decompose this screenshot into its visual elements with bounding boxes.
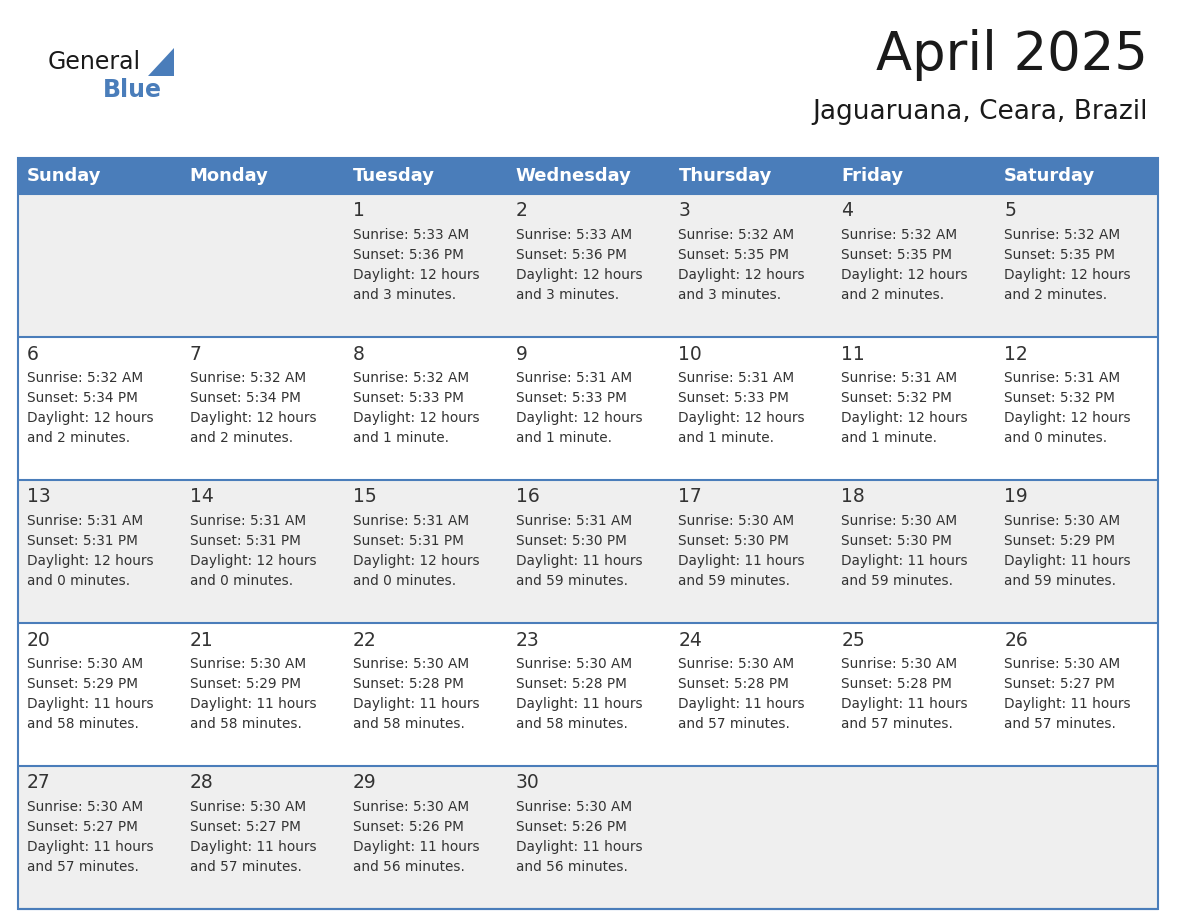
Text: General: General (48, 50, 141, 74)
Text: Sunrise: 5:30 AM
Sunset: 5:28 PM
Daylight: 11 hours
and 57 minutes.: Sunrise: 5:30 AM Sunset: 5:28 PM Dayligh… (841, 657, 968, 731)
Bar (18, 194, 1158, 337)
Text: 6: 6 (27, 344, 39, 364)
Bar (18, 766, 1158, 909)
Text: Sunrise: 5:31 AM
Sunset: 5:31 PM
Daylight: 12 hours
and 0 minutes.: Sunrise: 5:31 AM Sunset: 5:31 PM Dayligh… (190, 514, 316, 588)
Text: 21: 21 (190, 631, 214, 650)
Text: 7: 7 (190, 344, 202, 364)
Text: Sunrise: 5:30 AM
Sunset: 5:30 PM
Daylight: 11 hours
and 59 minutes.: Sunrise: 5:30 AM Sunset: 5:30 PM Dayligh… (841, 514, 968, 588)
Text: Sunrise: 5:32 AM
Sunset: 5:35 PM
Daylight: 12 hours
and 3 minutes.: Sunrise: 5:32 AM Sunset: 5:35 PM Dayligh… (678, 228, 805, 302)
Text: Sunrise: 5:30 AM
Sunset: 5:30 PM
Daylight: 11 hours
and 59 minutes.: Sunrise: 5:30 AM Sunset: 5:30 PM Dayligh… (678, 514, 805, 588)
Text: 3: 3 (678, 201, 690, 220)
Text: 12: 12 (1004, 344, 1028, 364)
Text: 19: 19 (1004, 487, 1028, 507)
Text: Sunrise: 5:32 AM
Sunset: 5:33 PM
Daylight: 12 hours
and 1 minute.: Sunrise: 5:32 AM Sunset: 5:33 PM Dayligh… (353, 371, 479, 445)
Text: 28: 28 (190, 774, 214, 792)
Text: 18: 18 (841, 487, 865, 507)
Text: Thursday: Thursday (678, 167, 772, 185)
Text: 20: 20 (27, 631, 51, 650)
Text: Sunrise: 5:33 AM
Sunset: 5:36 PM
Daylight: 12 hours
and 3 minutes.: Sunrise: 5:33 AM Sunset: 5:36 PM Dayligh… (516, 228, 643, 302)
Text: Sunrise: 5:31 AM
Sunset: 5:33 PM
Daylight: 12 hours
and 1 minute.: Sunrise: 5:31 AM Sunset: 5:33 PM Dayligh… (516, 371, 643, 445)
Text: Tuesday: Tuesday (353, 167, 435, 185)
Text: 26: 26 (1004, 631, 1028, 650)
Text: 23: 23 (516, 631, 539, 650)
Text: 29: 29 (353, 774, 377, 792)
Text: Monday: Monday (190, 167, 268, 185)
Text: Sunrise: 5:31 AM
Sunset: 5:32 PM
Daylight: 12 hours
and 0 minutes.: Sunrise: 5:31 AM Sunset: 5:32 PM Dayligh… (1004, 371, 1131, 445)
Text: Sunrise: 5:32 AM
Sunset: 5:34 PM
Daylight: 12 hours
and 2 minutes.: Sunrise: 5:32 AM Sunset: 5:34 PM Dayligh… (27, 371, 153, 445)
Text: Sunrise: 5:32 AM
Sunset: 5:35 PM
Daylight: 12 hours
and 2 minutes.: Sunrise: 5:32 AM Sunset: 5:35 PM Dayligh… (841, 228, 968, 302)
Text: Sunrise: 5:30 AM
Sunset: 5:26 PM
Daylight: 11 hours
and 56 minutes.: Sunrise: 5:30 AM Sunset: 5:26 PM Dayligh… (353, 800, 479, 874)
Text: 4: 4 (841, 201, 853, 220)
Text: 11: 11 (841, 344, 865, 364)
Text: Sunrise: 5:31 AM
Sunset: 5:32 PM
Daylight: 12 hours
and 1 minute.: Sunrise: 5:31 AM Sunset: 5:32 PM Dayligh… (841, 371, 968, 445)
Text: 17: 17 (678, 487, 702, 507)
Text: Saturday: Saturday (1004, 167, 1095, 185)
Text: Sunrise: 5:31 AM
Sunset: 5:33 PM
Daylight: 12 hours
and 1 minute.: Sunrise: 5:31 AM Sunset: 5:33 PM Dayligh… (678, 371, 805, 445)
Text: Sunday: Sunday (27, 167, 101, 185)
Text: Sunrise: 5:30 AM
Sunset: 5:29 PM
Daylight: 11 hours
and 58 minutes.: Sunrise: 5:30 AM Sunset: 5:29 PM Dayligh… (190, 657, 316, 731)
Text: Jaguaruana, Ceara, Brazil: Jaguaruana, Ceara, Brazil (813, 99, 1148, 125)
Text: Sunrise: 5:30 AM
Sunset: 5:29 PM
Daylight: 11 hours
and 59 minutes.: Sunrise: 5:30 AM Sunset: 5:29 PM Dayligh… (1004, 514, 1131, 588)
Text: Sunrise: 5:30 AM
Sunset: 5:28 PM
Daylight: 11 hours
and 57 minutes.: Sunrise: 5:30 AM Sunset: 5:28 PM Dayligh… (678, 657, 805, 731)
Text: 14: 14 (190, 487, 214, 507)
Text: Sunrise: 5:30 AM
Sunset: 5:29 PM
Daylight: 11 hours
and 58 minutes.: Sunrise: 5:30 AM Sunset: 5:29 PM Dayligh… (27, 657, 153, 731)
Text: Sunrise: 5:30 AM
Sunset: 5:28 PM
Daylight: 11 hours
and 58 minutes.: Sunrise: 5:30 AM Sunset: 5:28 PM Dayligh… (353, 657, 479, 731)
Text: Sunrise: 5:32 AM
Sunset: 5:35 PM
Daylight: 12 hours
and 2 minutes.: Sunrise: 5:32 AM Sunset: 5:35 PM Dayligh… (1004, 228, 1131, 302)
Text: 22: 22 (353, 631, 377, 650)
Bar (18, 158, 1158, 194)
Text: Sunrise: 5:31 AM
Sunset: 5:30 PM
Daylight: 11 hours
and 59 minutes.: Sunrise: 5:31 AM Sunset: 5:30 PM Dayligh… (516, 514, 643, 588)
Text: Sunrise: 5:31 AM
Sunset: 5:31 PM
Daylight: 12 hours
and 0 minutes.: Sunrise: 5:31 AM Sunset: 5:31 PM Dayligh… (27, 514, 153, 588)
Text: Sunrise: 5:30 AM
Sunset: 5:27 PM
Daylight: 11 hours
and 57 minutes.: Sunrise: 5:30 AM Sunset: 5:27 PM Dayligh… (1004, 657, 1131, 731)
Text: Wednesday: Wednesday (516, 167, 632, 185)
Text: Sunrise: 5:33 AM
Sunset: 5:36 PM
Daylight: 12 hours
and 3 minutes.: Sunrise: 5:33 AM Sunset: 5:36 PM Dayligh… (353, 228, 479, 302)
Text: 25: 25 (841, 631, 865, 650)
Text: Sunrise: 5:31 AM
Sunset: 5:31 PM
Daylight: 12 hours
and 0 minutes.: Sunrise: 5:31 AM Sunset: 5:31 PM Dayligh… (353, 514, 479, 588)
Text: 15: 15 (353, 487, 377, 507)
Text: 2: 2 (516, 201, 527, 220)
Text: 1: 1 (353, 201, 365, 220)
Text: Blue: Blue (103, 78, 162, 102)
Bar (18, 480, 1158, 623)
Text: 24: 24 (678, 631, 702, 650)
Text: Friday: Friday (841, 167, 903, 185)
Text: 9: 9 (516, 344, 527, 364)
Text: 16: 16 (516, 487, 539, 507)
Text: April 2025: April 2025 (876, 29, 1148, 81)
Polygon shape (148, 48, 173, 76)
Text: 10: 10 (678, 344, 702, 364)
Text: 27: 27 (27, 774, 51, 792)
Text: Sunrise: 5:32 AM
Sunset: 5:34 PM
Daylight: 12 hours
and 2 minutes.: Sunrise: 5:32 AM Sunset: 5:34 PM Dayligh… (190, 371, 316, 445)
Text: Sunrise: 5:30 AM
Sunset: 5:28 PM
Daylight: 11 hours
and 58 minutes.: Sunrise: 5:30 AM Sunset: 5:28 PM Dayligh… (516, 657, 643, 731)
Text: Sunrise: 5:30 AM
Sunset: 5:27 PM
Daylight: 11 hours
and 57 minutes.: Sunrise: 5:30 AM Sunset: 5:27 PM Dayligh… (190, 800, 316, 874)
Text: Sunrise: 5:30 AM
Sunset: 5:26 PM
Daylight: 11 hours
and 56 minutes.: Sunrise: 5:30 AM Sunset: 5:26 PM Dayligh… (516, 800, 643, 874)
Bar (18, 623, 1158, 766)
Text: 13: 13 (27, 487, 51, 507)
Bar (18, 337, 1158, 480)
Text: Sunrise: 5:30 AM
Sunset: 5:27 PM
Daylight: 11 hours
and 57 minutes.: Sunrise: 5:30 AM Sunset: 5:27 PM Dayligh… (27, 800, 153, 874)
Text: 5: 5 (1004, 201, 1016, 220)
Text: 8: 8 (353, 344, 365, 364)
Bar (18, 158, 1158, 909)
Text: 30: 30 (516, 774, 539, 792)
